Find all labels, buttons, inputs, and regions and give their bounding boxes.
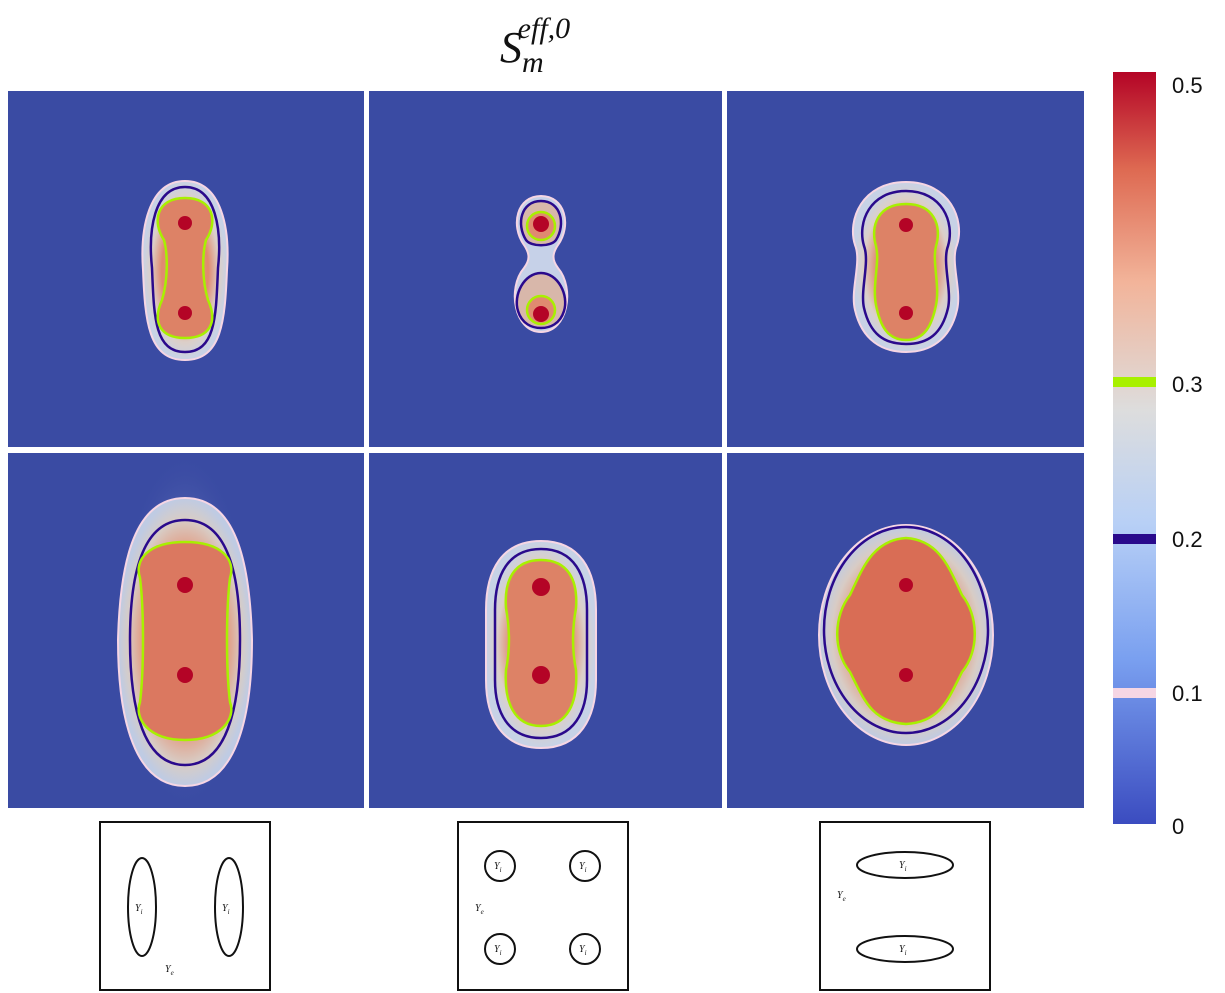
contour-0.3: [504, 558, 578, 728]
colorbar-tick-label: 0.5: [1172, 73, 1203, 98]
colorbar: 0.5 0.3 0.2 0.1 0: [1113, 72, 1203, 839]
colorbar-tick-label: 0.2: [1172, 527, 1203, 552]
colorbar-gradient: [1113, 72, 1156, 824]
svg-text:Yi: Yi: [899, 860, 907, 873]
svg-text:Ye: Ye: [837, 890, 846, 903]
cell-diagram-3: Yi Yi Ye: [819, 821, 991, 991]
contour-0.2: [822, 525, 990, 735]
svg-text:Yi: Yi: [494, 944, 502, 957]
colorbar-tick-label: 0.3: [1172, 372, 1203, 397]
contour-0.2: [149, 185, 221, 354]
contour-0.2: [493, 547, 589, 740]
colorbar-marker-0.1: [1113, 688, 1156, 698]
contour-0.3: [872, 202, 940, 342]
figure-title: Smeff,0: [500, 12, 570, 79]
panel-r1c1: [8, 91, 364, 447]
contour-0.3: [156, 196, 214, 340]
svg-text:Yi: Yi: [579, 944, 587, 957]
panel-r2c2: [369, 453, 722, 808]
svg-text:Ye: Ye: [165, 964, 174, 977]
svg-text:Yi: Yi: [494, 861, 502, 874]
contour-0.3: [137, 540, 233, 742]
colorbar-tick-label: 0: [1172, 814, 1184, 839]
colorbar-tick-label: 0.1: [1172, 681, 1203, 706]
contour-0.2: [128, 518, 242, 767]
svg-text:Ye: Ye: [475, 903, 484, 916]
svg-text:Yi: Yi: [899, 944, 907, 957]
cell-diagram-2: Yi Yi Yi Yi Ye: [457, 821, 629, 991]
svg-text:Yi: Yi: [579, 861, 587, 874]
contour-0.2: [860, 189, 952, 346]
svg-text:Yi: Yi: [222, 903, 230, 916]
panel-r2c3: [727, 453, 1084, 808]
svg-text:Yi: Yi: [135, 903, 143, 916]
contour-0.3: [836, 536, 976, 726]
panel-r2c1: [8, 453, 364, 808]
colorbar-marker-0.2: [1113, 534, 1156, 544]
panel-r1c2: [369, 91, 722, 447]
cell-diagram-1: Yi Yi Ye: [99, 821, 271, 991]
panel-r1c3: [727, 91, 1084, 447]
colorbar-marker-0.3: [1113, 377, 1156, 387]
